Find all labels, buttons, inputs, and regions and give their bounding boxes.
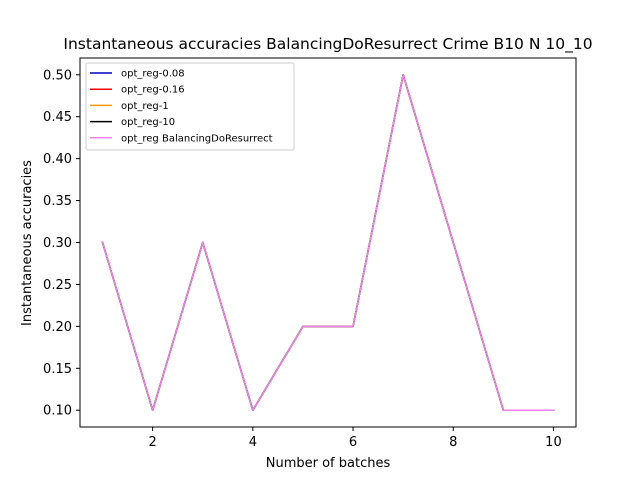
plot-frame <box>79 57 577 428</box>
y-tick-label: 0.20 <box>43 320 72 335</box>
y-tick-label: 0.40 <box>43 152 72 167</box>
y-tick-label: 0.15 <box>43 362 72 377</box>
x-tick-label: 6 <box>349 435 357 450</box>
x-tick-label: 8 <box>449 435 457 450</box>
y-tick-label: 0.45 <box>43 110 72 125</box>
legend: opt_reg-0.08 opt_reg-0.16 opt_reg-1 opt_reg… <box>85 62 295 151</box>
x-axis-label: Number of batches <box>266 456 391 471</box>
legend-label: opt_reg-1 <box>121 101 169 112</box>
series-line <box>101 74 555 411</box>
series-lines <box>101 74 555 411</box>
legend-label: opt_reg-0.16 <box>121 85 185 96</box>
y-tick-label: 0.50 <box>43 68 72 83</box>
x-tick-label: 10 <box>545 435 562 450</box>
legend-label: opt_reg-0.08 <box>121 69 185 80</box>
y-tick-label: 0.35 <box>43 194 72 209</box>
y-tick-label: 0.10 <box>43 404 72 419</box>
x-tick-label: 4 <box>249 435 257 450</box>
x-axis: 2 4 6 8 10 <box>149 427 562 450</box>
y-axis-label: Instantaneous accuracies <box>20 160 35 326</box>
y-axis: 0.10 0.15 0.20 0.25 0.30 0.35 0.40 0.45 0.50 <box>43 68 80 419</box>
chart-title: Instantaneous accuracies BalancingDoResu… <box>63 35 592 54</box>
legend-label: opt_reg BalancingDoResurrect <box>121 133 273 144</box>
legend-box <box>85 62 295 151</box>
legend-label: opt_reg-10 <box>121 117 175 128</box>
y-tick-label: 0.30 <box>43 236 72 251</box>
x-tick-label: 2 <box>149 435 157 450</box>
y-tick-label: 0.25 <box>43 278 72 293</box>
